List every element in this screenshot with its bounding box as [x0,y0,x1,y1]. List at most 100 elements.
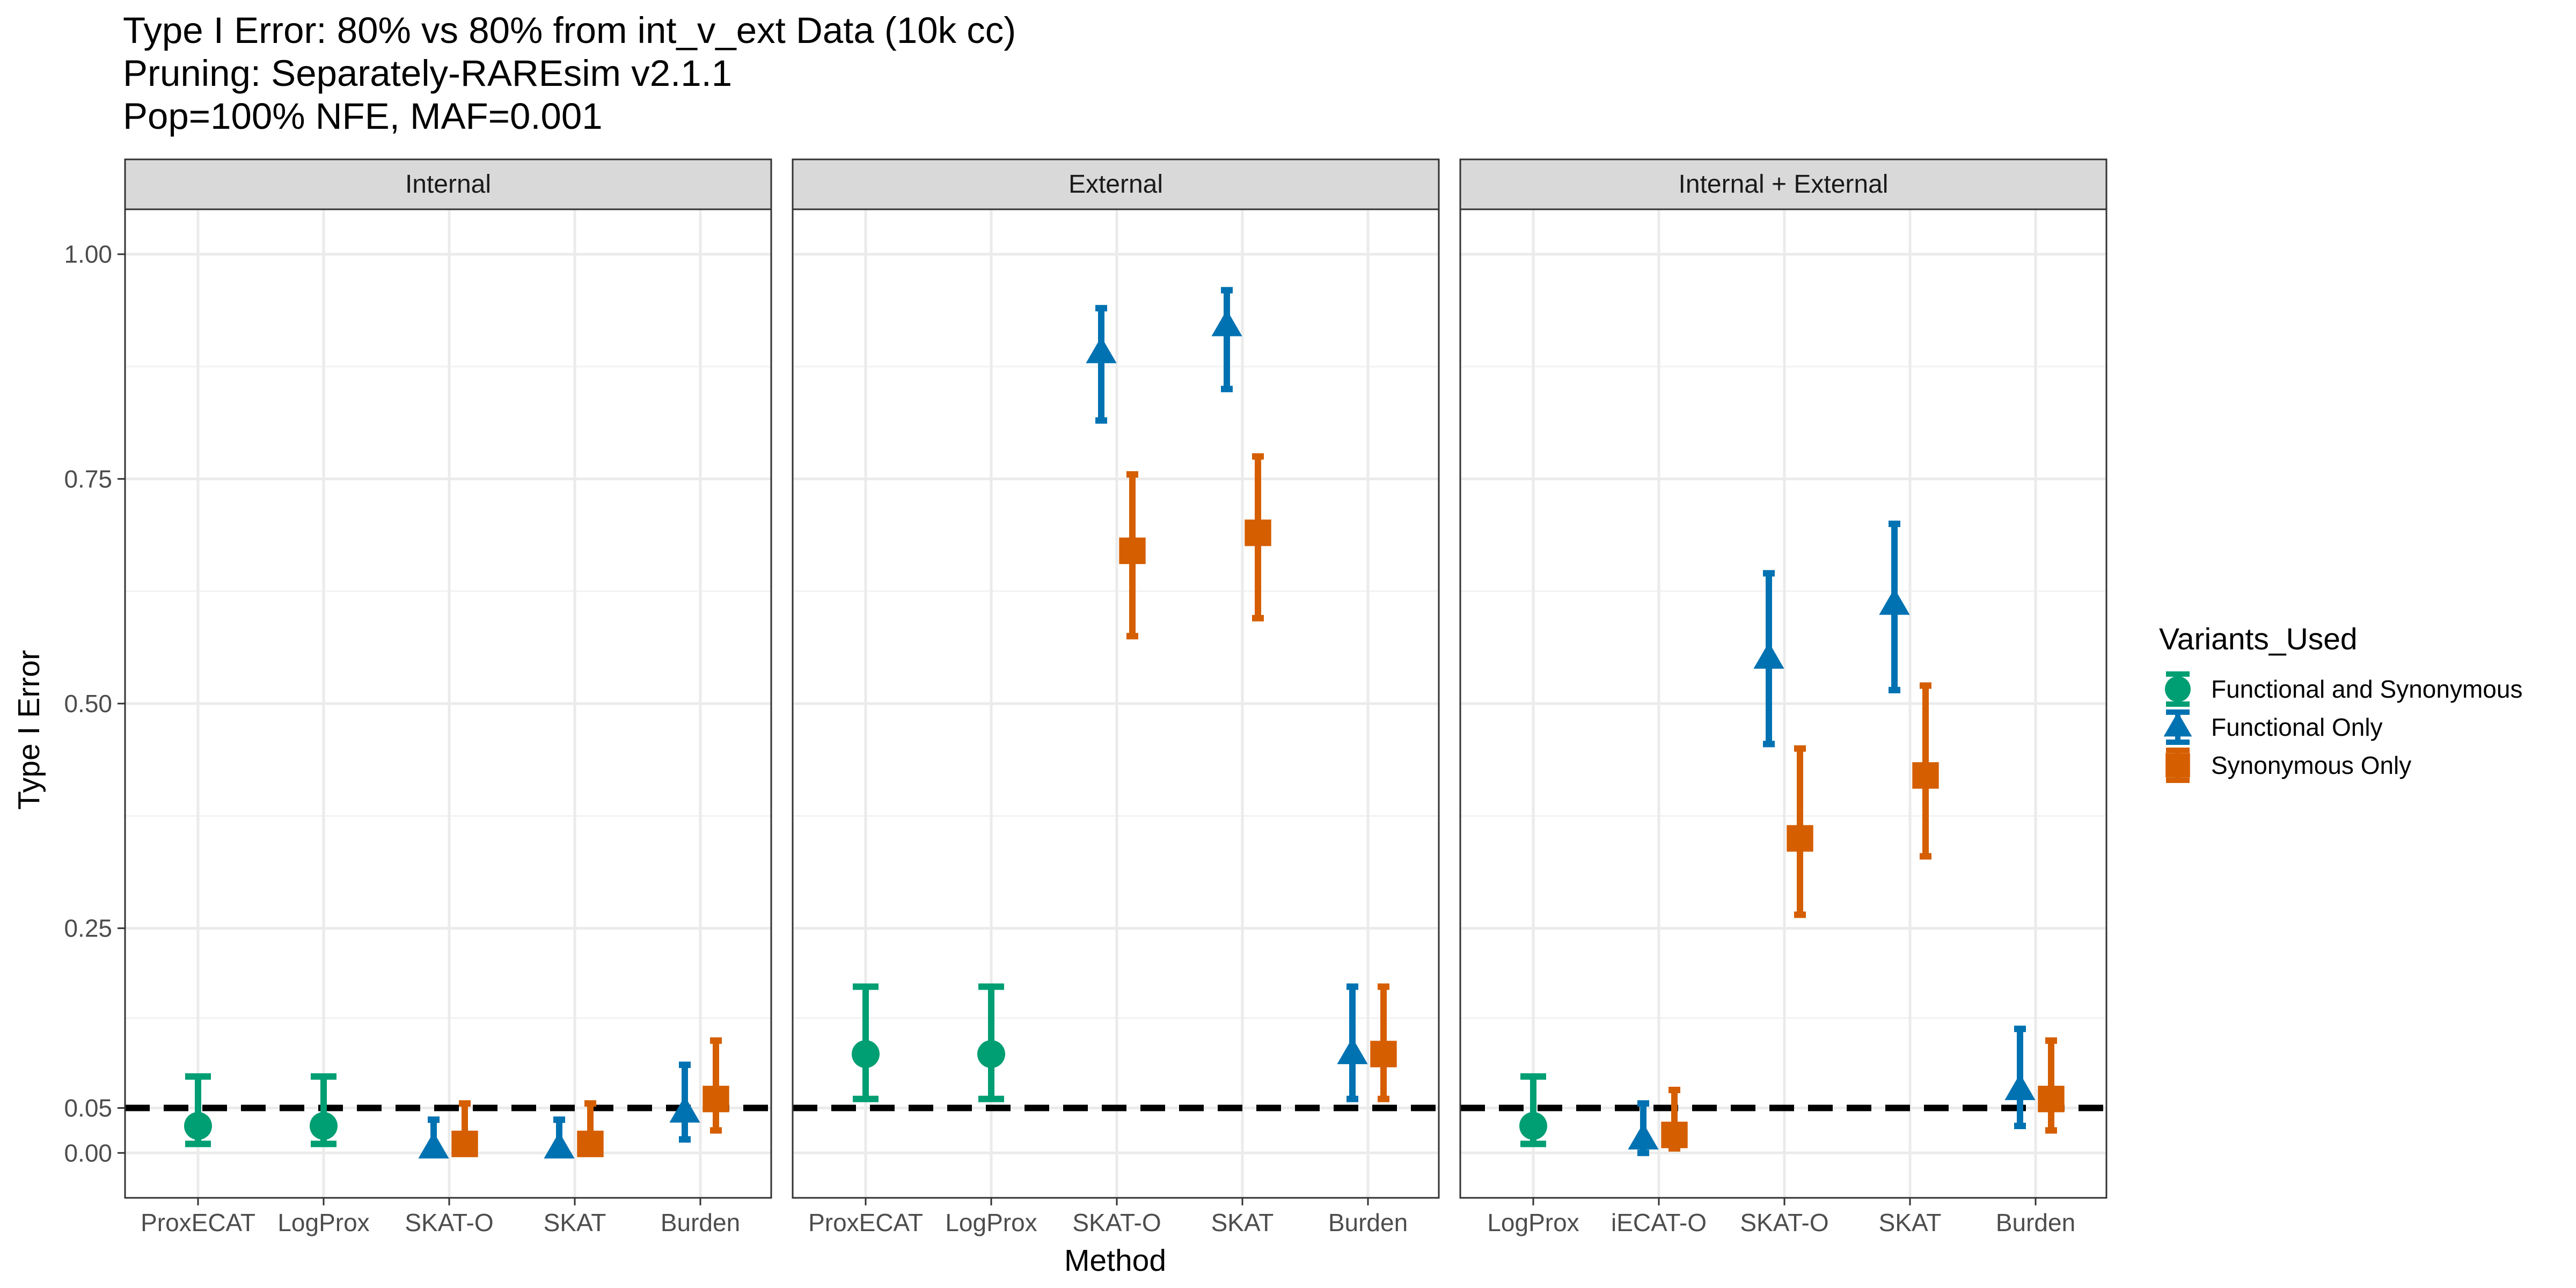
panel-border [1459,208,2107,1199]
x-tick-label: SKAT [1879,1209,1942,1236]
x-tick-label: iECAT-O [1611,1209,1707,1236]
point-marker [1119,537,1146,565]
y-tick-label: 0.50 [64,690,112,718]
data-point-skat-functional-only [1879,521,1910,693]
x-tick-label: ProxECAT [808,1209,923,1236]
facet-label: Internal [405,170,491,199]
facet-label: Internal + External [1679,170,1889,199]
legend: Variants_Used Functional and Synonymous F… [2159,622,2522,783]
x-tick-label: SKAT-O [1072,1209,1161,1236]
data-point-burden-synonymous-only [2038,1037,2065,1134]
data-point-skat-o-synonymous-only [1119,471,1146,640]
x-tick-label: Burden [1996,1209,2075,1236]
x-tick-label: LogProx [277,1209,369,1236]
data-point-iecat-o-synonymous-only [1661,1087,1688,1152]
x-tick-label: ProxECAT [141,1209,255,1236]
data-point-skat-functional-only [544,1116,575,1159]
legend-key-marker [2165,753,2190,778]
panel-internal-external: Internal + External LogProx iECAT-O SKAT-O S… [1459,158,2107,1236]
data-point-skat-o-functional-only [1086,305,1117,424]
y-tick-label: 0.05 [64,1094,112,1122]
point-marker [1245,519,1271,546]
data-point-skat-o-functional-only [418,1116,449,1159]
legend-title: Variants_Used [2159,622,2358,656]
data-point-proxecat-functional-and-synonymous [184,1073,212,1147]
legend-key-marker [2165,676,2191,702]
x-tick-label: SKAT-O [405,1209,493,1236]
point-marker [1519,1112,1547,1140]
legend-key-marker [2163,712,2192,737]
data-point-proxecat-functional-and-synonymous [852,983,880,1102]
data-point-burden-synonymous-only [702,1037,729,1134]
point-marker [1337,1037,1368,1064]
data-point-skat-o-synonymous-only [451,1100,478,1158]
data-point-logprox-functional-and-synonymous [977,983,1005,1102]
data-point-skat-o-functional-only [1753,570,1784,748]
data-point-skat-synonymous-only [1245,453,1271,621]
facet-strip [124,158,772,210]
y-axis: 0.00 0.05 0.25 0.50 0.75 1.00 [64,240,125,1167]
chart-title-line-3: Pop=100% NFE, MAF=0.001 [123,96,603,137]
y-tick-label: 0.75 [64,465,112,493]
data-point-burden-synonymous-only [1370,983,1397,1102]
point-marker [2004,1073,2036,1100]
x-tick-label: SKAT-O [1740,1209,1828,1236]
legend-label: Functional and Synonymous [2211,675,2522,703]
data-point-logprox-functional-and-synonymous [310,1073,338,1147]
panel-internal: Internal ProxECAT LogProx SKAT-O SKAT Burden [124,158,772,1236]
legend-item-functional-only: Functional Only [2163,709,2383,745]
x-tick-label: SKAT [1211,1209,1274,1236]
legend-item-synonymous-only: Synonymous Only [2165,748,2411,783]
chart-title-line-2: Pruning: Separately-RAREsim v2.1.1 [123,53,732,94]
data-point-skat-o-synonymous-only [1787,745,1813,918]
data-point-burden-functional-only [669,1062,700,1143]
point-marker [418,1132,449,1159]
data-point-skat-functional-only [1211,287,1242,392]
point-marker [977,1040,1005,1069]
point-marker [669,1096,700,1123]
point-marker [1879,588,1910,615]
chart-title-line-1: Type I Error: 80% vs 80% from int_v_ext … [123,10,1016,51]
data-point-iecat-o-functional-only [1628,1100,1659,1157]
x-tick-label: Burden [1328,1209,1408,1236]
x-tick-label: LogProx [1487,1209,1579,1236]
data-point-burden-functional-only [1337,983,1368,1102]
point-marker [451,1130,478,1158]
data-point-skat-synonymous-only [1912,682,1939,860]
point-marker [1912,762,1939,789]
point-marker [1211,310,1242,336]
x-tick-label: SKAT [544,1209,606,1236]
x-tick-label: Burden [661,1209,740,1236]
data-point-skat-synonymous-only [577,1100,604,1158]
point-marker [544,1132,575,1159]
y-tick-label: 0.00 [64,1139,112,1167]
point-marker [184,1112,212,1140]
legend-label: Functional Only [2211,713,2383,741]
point-marker [702,1086,729,1113]
facet-strip [792,158,1440,210]
legend-item-functional-and-synonymous: Functional and Synonymous [2165,671,2522,707]
point-marker [310,1112,338,1140]
point-marker [1370,1041,1397,1067]
point-marker [1086,336,1117,363]
point-marker [2038,1086,2065,1113]
point-marker [1661,1122,1688,1148]
panel-external: External ProxECAT LogProx SKAT-O SKAT Burden [792,158,1440,1236]
x-tick-label: LogProx [945,1209,1037,1236]
y-tick-label: 1.00 [64,240,112,268]
facet-strip [1459,158,2107,210]
point-marker [577,1130,604,1158]
point-marker [1628,1123,1659,1150]
data-point-logprox-functional-and-synonymous [1519,1073,1547,1147]
data-point-burden-functional-only [2004,1026,2036,1130]
facet-label: External [1069,170,1163,199]
panel-border [792,208,1440,1199]
x-axis-title: Method [1064,1243,1166,1278]
point-marker [1787,825,1813,852]
y-axis-title: Type I Error [12,650,46,810]
y-tick-label: 0.25 [64,914,112,942]
point-marker [1753,642,1784,669]
point-marker [852,1040,880,1069]
